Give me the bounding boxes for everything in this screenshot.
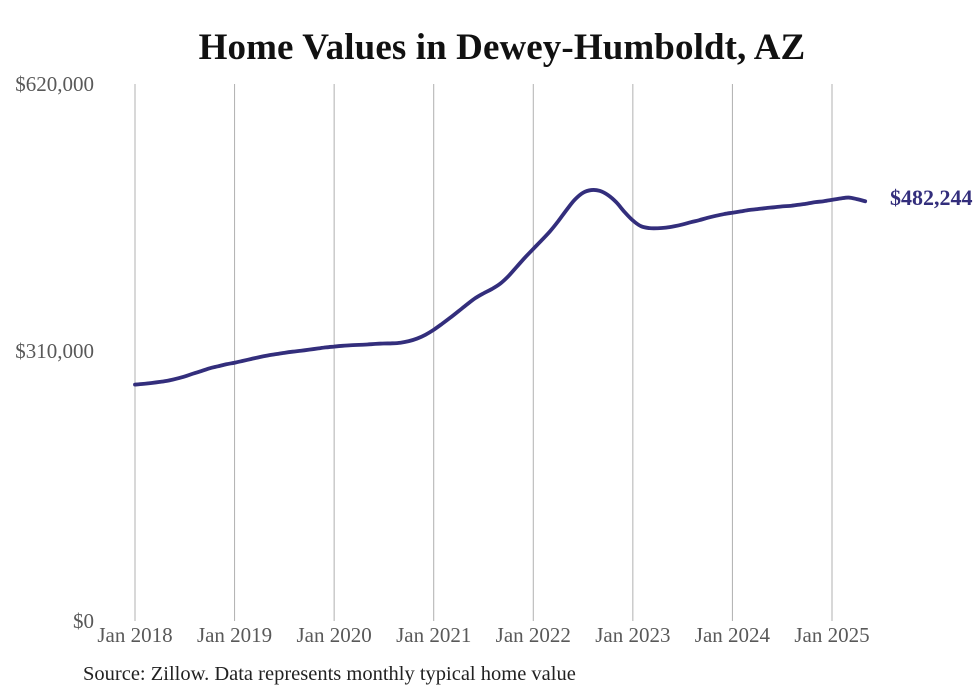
svg-text:$310,000: $310,000	[15, 339, 94, 363]
svg-text:$620,000: $620,000	[15, 72, 94, 96]
svg-text:Jan 2024: Jan 2024	[695, 623, 771, 647]
svg-text:Jan 2025: Jan 2025	[794, 623, 869, 647]
svg-text:$0: $0	[73, 609, 94, 633]
svg-text:Jan 2021: Jan 2021	[396, 623, 471, 647]
svg-text:$482,244: $482,244	[890, 185, 973, 210]
svg-text:Jan 2023: Jan 2023	[595, 623, 670, 647]
svg-text:Jan 2018: Jan 2018	[97, 623, 172, 647]
svg-text:Jan 2022: Jan 2022	[496, 623, 571, 647]
svg-text:Jan 2020: Jan 2020	[297, 623, 372, 647]
svg-text:Jan 2019: Jan 2019	[197, 623, 272, 647]
